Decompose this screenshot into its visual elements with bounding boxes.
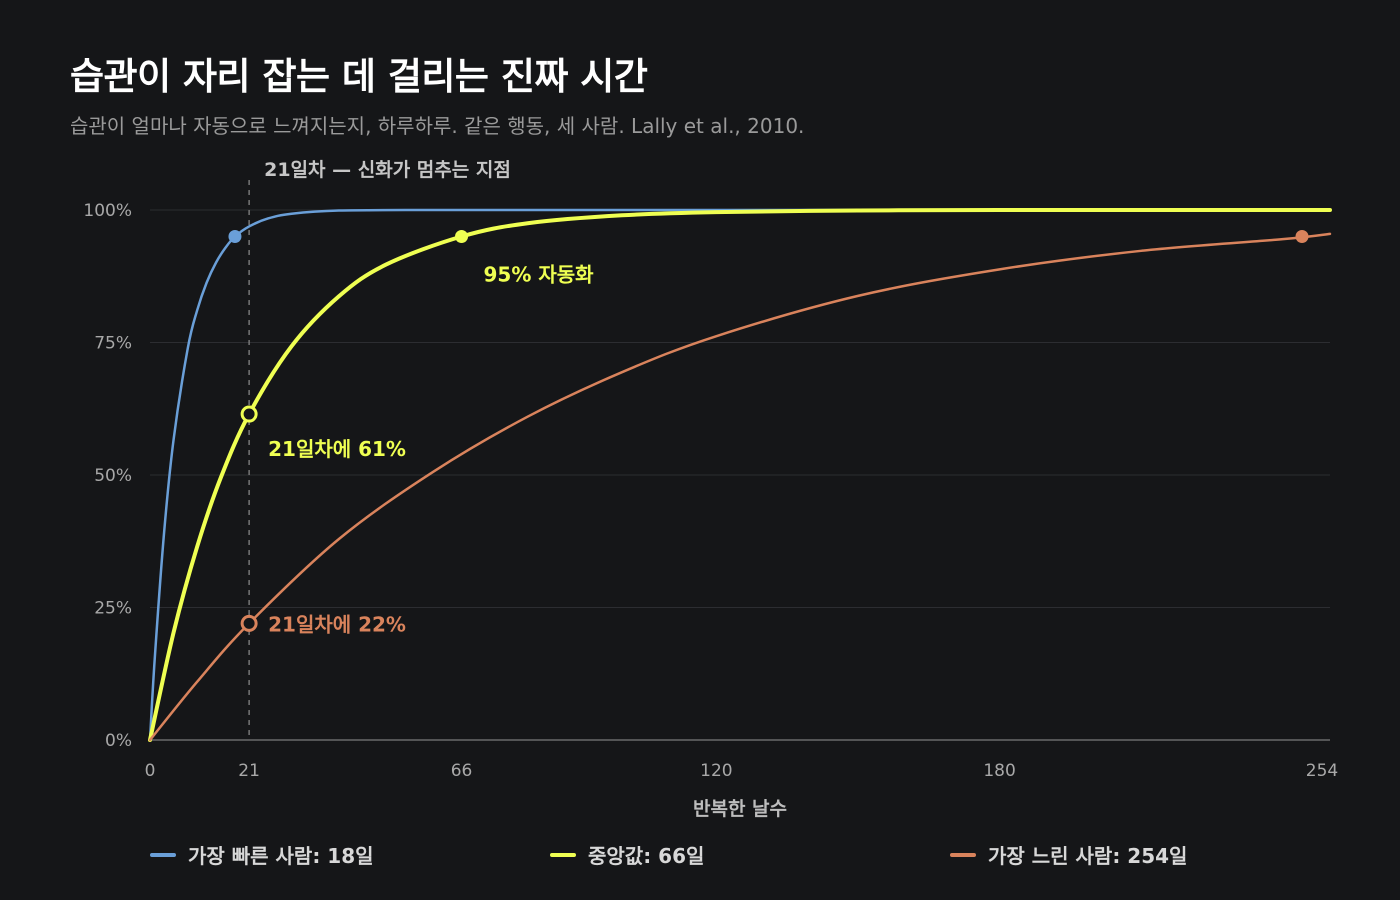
legend-swatch-slowest xyxy=(950,852,976,857)
x-axis-title: 반복한 날수 xyxy=(693,798,787,820)
annotations: 21일차 — 신화가 멈추는 지점 95% 자동화 21일차에 61% 21일차에 2… xyxy=(264,159,594,636)
series-lines xyxy=(148,207,1332,742)
milestone-95-point xyxy=(228,230,242,243)
y-tick-label: 75% xyxy=(94,334,132,354)
annotation-label: 21일차에 22% xyxy=(268,612,406,636)
legend: 가장 빠른 사람: 18일 중앙값: 66일 가장 느린 사람: 254일 xyxy=(150,840,1330,870)
legend-item-median: 중앙값: 66일 xyxy=(550,840,704,869)
day-21-point xyxy=(240,405,258,423)
milestone-95-point xyxy=(455,230,469,243)
y-tick-label: 50% xyxy=(94,466,132,486)
x-tick-label: 180 xyxy=(983,761,1015,781)
chart-title: 습관이 자리 잡는 데 걸리는 진짜 시간 xyxy=(70,55,648,98)
series-line-slowest xyxy=(148,232,1332,742)
day-21-vline-label: 21일차 — 신화가 멈추는 지점 xyxy=(264,159,511,181)
legend-swatch-fastest xyxy=(150,852,176,857)
x-tick-label: 0 xyxy=(145,761,156,781)
legend-label-median: 중앙값: 66일 xyxy=(588,844,705,868)
axes: 0% 25% 50% 75% 100% 0 21 66 120 180 254 반복한 날수 xyxy=(83,201,1338,820)
y-tick-label: 25% xyxy=(94,599,132,619)
legend-item-slowest: 가장 느린 사람: 254일 xyxy=(950,840,1187,869)
legend-label-slowest: 가장 느린 사람: 254일 xyxy=(988,844,1188,868)
legend-label-fastest: 가장 빠른 사람: 18일 xyxy=(188,844,374,868)
x-tick-label: 120 xyxy=(700,761,732,781)
y-tick-label: 0% xyxy=(105,731,132,751)
annotation-label: 21일차에 61% xyxy=(268,437,406,461)
x-tick-label: 254 xyxy=(1306,761,1338,781)
annotation-label: 95% 자동화 xyxy=(484,263,595,287)
x-tick-label: 66 xyxy=(451,761,473,781)
chart-subtitle: 습관이 얼마나 자동으로 느껴지는지, 하루하루. 같은 행동, 세 사람. L… xyxy=(70,114,805,138)
milestone-95-point xyxy=(1295,230,1309,243)
x-tick-label: 21 xyxy=(238,761,260,781)
day-21-point xyxy=(240,614,258,632)
milestone-points xyxy=(228,230,1309,632)
y-tick-label: 100% xyxy=(83,201,132,221)
legend-item-fastest: 가장 빠른 사람: 18일 xyxy=(150,840,374,869)
legend-swatch-median xyxy=(550,852,576,857)
series-line-fastest xyxy=(148,208,1332,742)
series-line-median xyxy=(148,207,1332,742)
